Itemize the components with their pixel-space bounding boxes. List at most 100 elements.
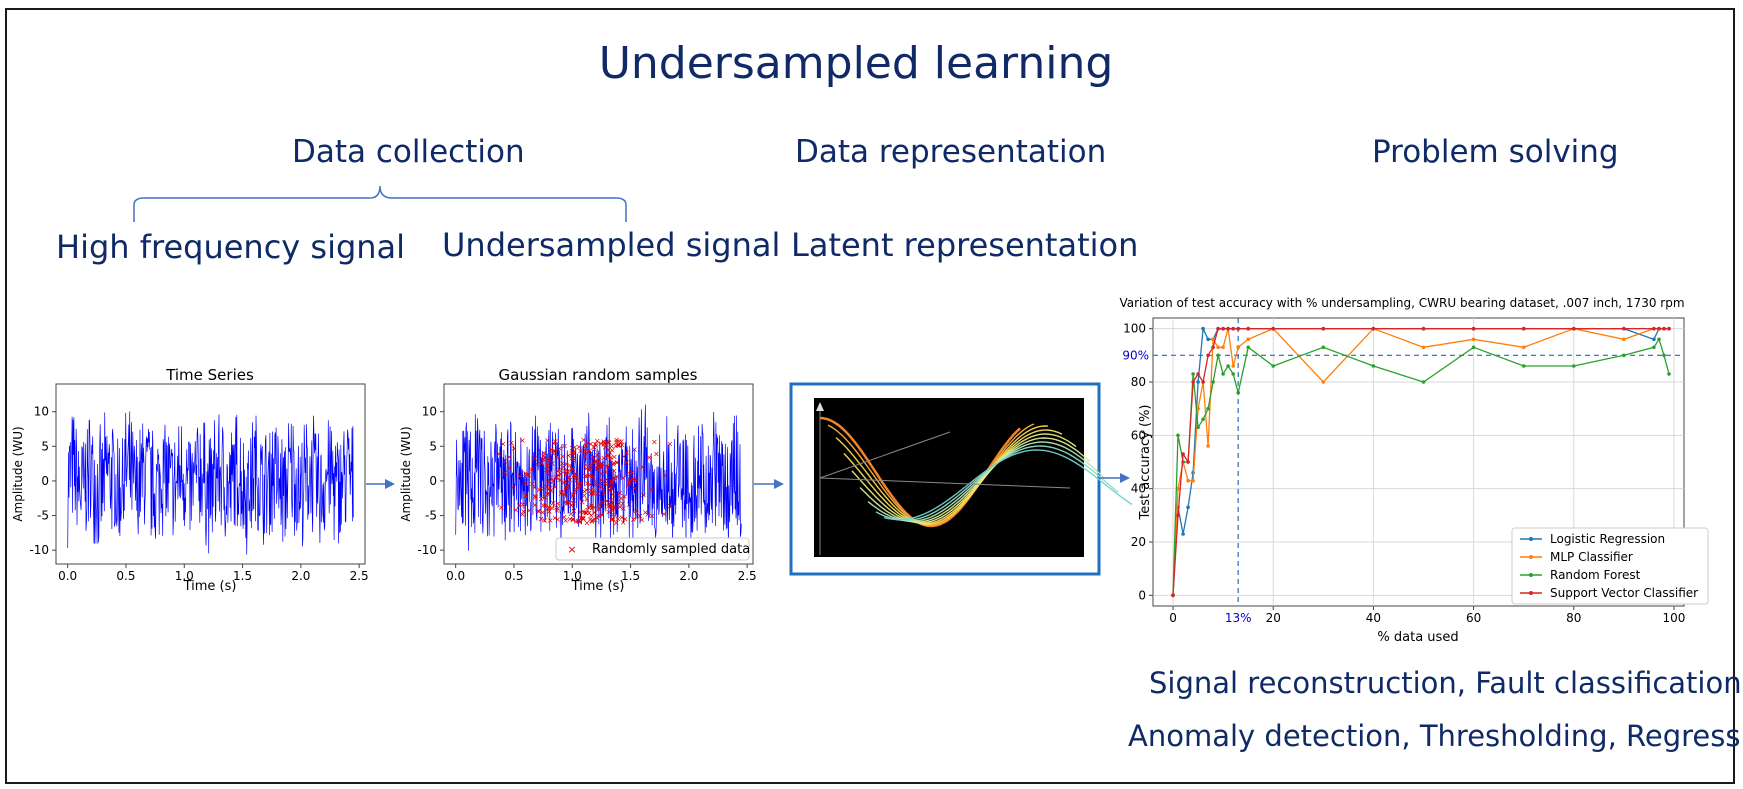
sample-marker: × (570, 506, 577, 515)
sample-marker: × (621, 492, 628, 501)
sample-marker: × (561, 442, 568, 451)
x-tick-label: 1.0 (175, 569, 194, 583)
samples-legend-label: Randomly sampled data (592, 542, 750, 557)
y-tick-label: 20 (1131, 535, 1146, 549)
sample-marker: × (578, 514, 585, 523)
sample-marker: × (600, 453, 607, 462)
sample-marker: × (607, 501, 614, 510)
sample-marker: × (633, 506, 640, 515)
data-point (1231, 326, 1235, 331)
data-point (1321, 380, 1326, 384)
sample-marker: × (523, 491, 530, 500)
sample-marker: × (607, 486, 614, 495)
sample-marker: × (583, 472, 590, 481)
sample-marker: × (611, 459, 618, 468)
applications-line-1: Signal reconstruction, Fault classificat… (1149, 666, 1743, 700)
sample-marker: × (562, 516, 569, 525)
sample-marker: × (599, 459, 606, 468)
data-point (1572, 326, 1576, 331)
sample-marker: × (574, 480, 581, 489)
sample-marker: × (576, 516, 583, 525)
sample-marker: × (596, 461, 603, 470)
sample-marker: × (545, 489, 552, 498)
sample-marker: × (595, 461, 602, 470)
sample-marker: × (571, 471, 578, 480)
x-tick-label: 40 (1366, 611, 1381, 625)
data-point (1201, 417, 1205, 422)
sample-marker: × (578, 479, 585, 488)
sample-marker: × (594, 464, 601, 473)
sample-marker: × (583, 464, 590, 473)
sample-marker: × (587, 463, 594, 472)
sample-marker: × (525, 471, 532, 480)
x-tick-label: 1.5 (621, 569, 640, 583)
legend-entry: MLP Classifier (1550, 550, 1633, 564)
sample-marker: × (545, 485, 552, 494)
sample-marker: × (535, 506, 542, 515)
data-point (1186, 478, 1190, 483)
sample-marker: × (614, 441, 621, 450)
y-tick-label: -10 (29, 543, 49, 557)
sample-marker: × (568, 501, 575, 510)
sample-marker: × (564, 498, 571, 507)
sample-marker: × (508, 439, 515, 448)
x-tick-label: 0.5 (504, 569, 523, 583)
sample-marker: × (545, 456, 552, 465)
sample-marker: × (544, 461, 551, 470)
sample-marker: × (531, 483, 538, 492)
sample-marker: × (633, 476, 640, 485)
sample-marker: × (653, 450, 660, 459)
sample-marker: × (583, 485, 590, 494)
sample-marker: × (626, 477, 633, 486)
x-tick-label: 2.0 (679, 569, 698, 583)
sample-marker: × (582, 508, 589, 517)
sample-marker: × (506, 464, 513, 473)
ts-signal-trace (67, 411, 354, 555)
sample-marker: × (626, 500, 633, 509)
sample-marker: × (574, 483, 581, 492)
sample-marker: × (615, 441, 622, 450)
sample-marker: × (584, 519, 591, 528)
accuracy-chart: Variation of test accuracy with % unders… (1119, 296, 1709, 645)
sample-marker: × (558, 489, 565, 498)
sample-marker: × (550, 477, 557, 486)
sample-marker: × (609, 478, 616, 487)
x-tick-label: 0.5 (116, 569, 135, 583)
data-point (1652, 345, 1656, 350)
sample-marker: × (595, 456, 602, 465)
accuracy-chart-title: Variation of test accuracy with % unders… (1119, 296, 1684, 310)
sample-marker: × (596, 500, 603, 509)
data-point (1662, 353, 1666, 358)
sample-marker: × (545, 467, 552, 476)
x-tick-label: 1.5 (233, 569, 252, 583)
sample-marker: × (584, 506, 591, 515)
sample-marker: × (595, 489, 602, 498)
data-point (1622, 337, 1626, 342)
sample-marker: × (588, 517, 595, 526)
sample-marker: × (538, 514, 545, 523)
sample-marker: × (613, 458, 620, 467)
sample-marker: × (646, 453, 653, 462)
y-tick-label: 10 (422, 405, 437, 419)
data-point (1201, 326, 1205, 331)
sample-marker: × (604, 452, 611, 461)
data-point (1471, 345, 1476, 350)
sample-marker: × (608, 453, 615, 462)
sample-marker: × (546, 470, 553, 479)
data-point (1176, 486, 1180, 491)
sample-marker: × (590, 489, 597, 498)
sample-marker: × (560, 463, 567, 472)
sample-marker: × (569, 465, 576, 474)
sample-marker: × (565, 451, 572, 460)
data-point (1196, 406, 1200, 411)
sample-marker: × (605, 502, 612, 511)
sample-marker: × (538, 459, 545, 468)
sample-marker: × (555, 499, 562, 508)
sample-marker: × (570, 456, 577, 465)
sample-marker: × (603, 496, 610, 505)
series-support-vector-classifier (1171, 326, 1671, 598)
sample-marker: × (597, 479, 604, 488)
sample-marker: × (517, 472, 524, 481)
sample-marker: × (546, 507, 553, 516)
sample-marker: × (573, 485, 580, 494)
